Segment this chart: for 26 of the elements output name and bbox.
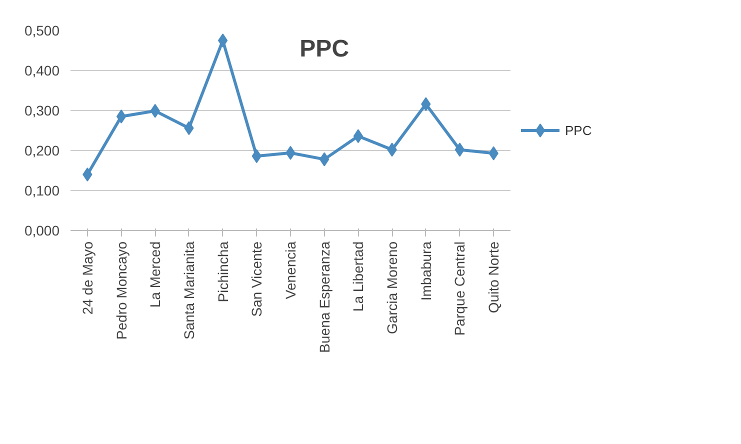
- chart-title: PPC: [300, 36, 350, 62]
- y-tick-label: 0,000: [24, 222, 60, 238]
- x-tick-label: Pichincha: [214, 241, 231, 302]
- y-tick-label: 0,200: [24, 142, 60, 158]
- x-tick-label: Buena Esperanza: [316, 241, 332, 353]
- point: [82, 168, 92, 182]
- point: [116, 110, 126, 124]
- y-tick-label: 0,100: [24, 182, 60, 198]
- y-tick-label: 0,500: [24, 22, 60, 38]
- y-tick-label: 0,400: [24, 62, 60, 78]
- x-tick-label: La Libertad: [350, 241, 366, 312]
- x-tick-label: 24 de Mayo: [79, 241, 96, 315]
- x-tick-label: La Merced: [147, 241, 164, 308]
- x-tick-label: San Vicente: [248, 241, 265, 317]
- x-tick-label: Garcia Moreno: [384, 241, 400, 334]
- point: [353, 129, 364, 144]
- x-tick-label: Imbabura: [418, 241, 434, 301]
- point: [454, 142, 465, 157]
- x-tick-label: Venencia: [282, 241, 298, 300]
- point: [218, 34, 228, 48]
- y-tick-label: 0,300: [24, 102, 60, 118]
- x-tick-label: Quito Norte: [486, 241, 502, 314]
- legend-label: PPC: [565, 123, 592, 138]
- x-tick-label: Santa Marianita: [180, 241, 197, 340]
- x-tick-label: Pedro Moncayo: [113, 241, 130, 340]
- x-tick-label: Parque Central: [452, 241, 468, 336]
